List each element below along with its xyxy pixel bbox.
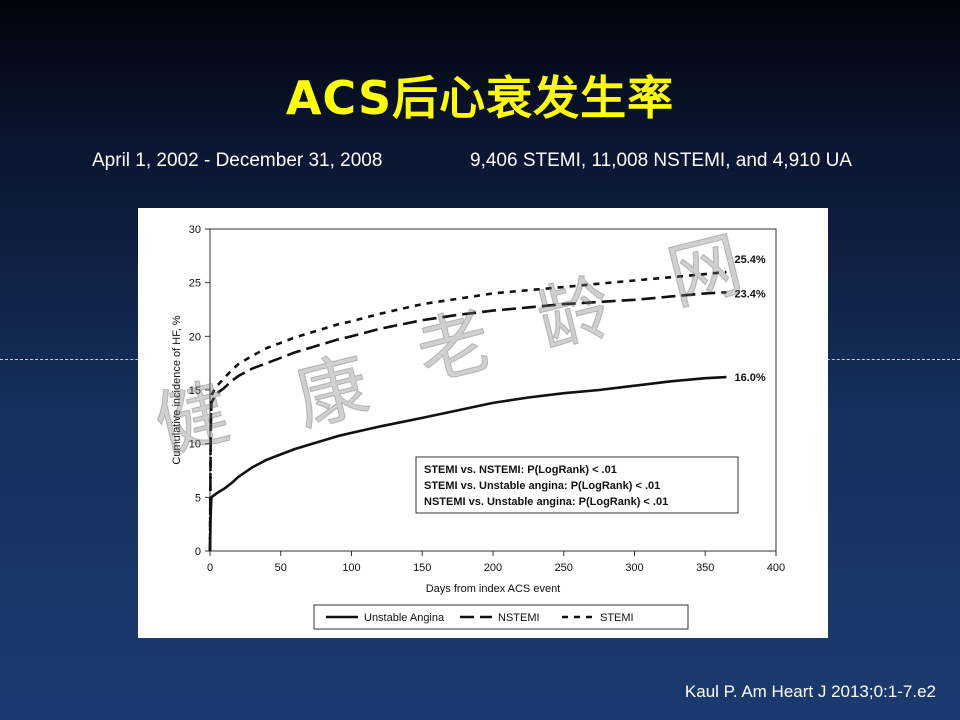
series-line-unstable-angina — [208, 375, 727, 552]
series-line-stemi — [208, 270, 727, 552]
date-range: April 1, 2002 - December 31, 2008 — [92, 150, 383, 171]
x-tick-label: 50 — [275, 562, 287, 574]
legend-label: NSTEMI — [498, 612, 540, 624]
stats-box — [415, 456, 739, 514]
watermark-char: 网 — [660, 221, 750, 320]
y-tick-label: 0 — [195, 546, 201, 558]
y-tick-label: 25 — [189, 278, 201, 290]
x-tick-label: 100 — [342, 562, 360, 574]
citation: Kaul P. Am Heart J 2013;0:1-7.e2 — [684, 682, 936, 701]
x-tick-label: 250 — [555, 562, 573, 574]
series-end-label: 25.4% — [734, 254, 765, 266]
series-end-label: 16.0% — [734, 372, 765, 384]
y-tick-label: 5 — [195, 492, 201, 504]
x-axis-label: Days from index ACS event — [426, 583, 561, 595]
legend-label: Unstable Angina — [364, 612, 445, 624]
y-tick-label: 30 — [189, 224, 201, 236]
watermark-char: 龄 — [529, 264, 619, 363]
stats-line: STEMI vs. Unstable angina: P(LogRank) < … — [424, 480, 660, 492]
population-counts: 9,406 STEMI, 11,008 NSTEMI, and 4,910 UA — [470, 150, 852, 171]
series-end-label: 23.4% — [734, 288, 765, 300]
y-axis-label: Cumulative incidence of HF, % — [171, 315, 183, 464]
hf-incidence-chart: 0 50 100 150 200 250 300 350 400 0 5 10 15 20 25 30 Days… — [146, 221, 785, 630]
y-tick-label: 20 — [189, 331, 201, 343]
x-tick-label: 300 — [625, 562, 643, 574]
legend-label: STEMI — [600, 612, 634, 624]
stats-line: STEMI vs. NSTEMI: P(LogRank) < .01 — [424, 464, 617, 476]
series-line-nstemi — [208, 291, 727, 552]
y-tick-label: 15 — [189, 385, 201, 397]
x-tick-label: 350 — [696, 562, 714, 574]
legend-box — [313, 604, 689, 630]
x-tick-label: 200 — [484, 562, 502, 574]
x-tick-label: 150 — [413, 562, 431, 574]
y-tick-label: 10 — [189, 439, 201, 451]
x-tick-label: 400 — [767, 562, 785, 574]
slide-title: ACS后心衰发生率 — [285, 71, 675, 125]
chart-panel: 0 50 100 150 200 250 300 350 400 0 5 10 15 20 25 30 Days… — [138, 208, 828, 638]
stats-line: NSTEMI vs. Unstable angina: P(LogRank) <… — [424, 496, 668, 508]
watermark-char: 康 — [287, 342, 377, 441]
x-tick-label: 0 — [207, 562, 213, 574]
watermark-char: 健 — [147, 369, 237, 468]
